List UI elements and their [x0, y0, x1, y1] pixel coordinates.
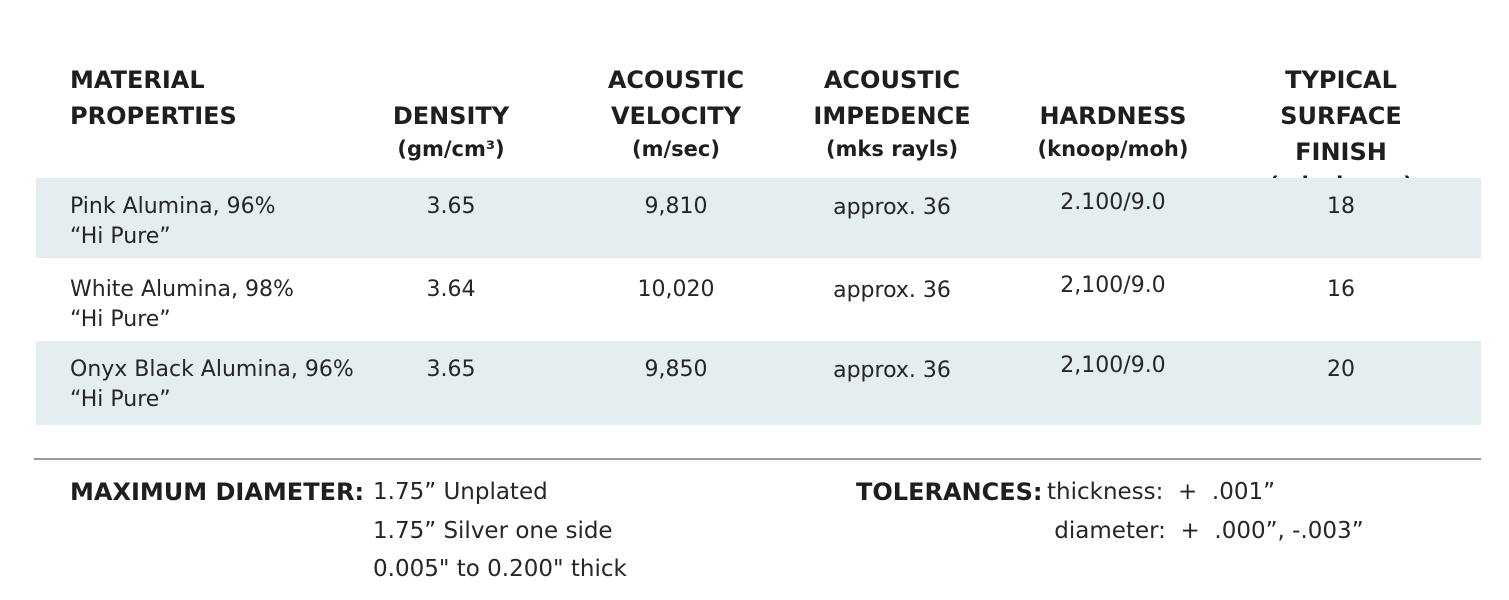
cell-impedence: approx. 36	[833, 278, 951, 303]
table-row: Onyx Black Alumina, 96% “Hi Pure” 3.65 9…	[36, 341, 1481, 425]
cell-impedence: approx. 36	[833, 358, 951, 383]
spec-line: diameter: + .000”, -.003”	[1047, 517, 1364, 544]
table-row: White Alumina, 98% “Hi Pure” 3.64 10,020…	[36, 261, 1481, 341]
header-density: DENSITY (gm/cm³)	[380, 98, 522, 164]
cell-material: Onyx Black Alumina, 96% “Hi Pure”	[70, 355, 400, 415]
header-line: PROPERTIES	[70, 102, 237, 130]
tolerances-label: TOLERANCES:	[856, 478, 1043, 506]
material-name: Onyx Black Alumina, 96%	[70, 357, 354, 382]
header-line: SURFACE FINISH	[1280, 102, 1402, 166]
maximum-diameter-values: 1.75” Unplated 1.75” Silver one side 0.0…	[373, 473, 627, 589]
material-name: White Alumina, 98%	[70, 277, 294, 302]
cell-velocity: 9,850	[644, 357, 708, 382]
maximum-diameter-label: MAXIMUM DIAMETER:	[70, 478, 365, 506]
cell-density: 3.65	[426, 357, 476, 382]
cell-density: 3.64	[426, 277, 476, 302]
header-acoustic-velocity: ACOUSTIC VELOCITY (m/sec)	[595, 62, 757, 164]
cell-material: White Alumina, 98% “Hi Pure”	[70, 275, 400, 335]
cell-velocity: 10,020	[637, 277, 715, 302]
cell-surface-finish: 20	[1327, 357, 1355, 382]
material-grade: “Hi Pure”	[70, 387, 171, 412]
cell-density: 3.65	[426, 194, 476, 219]
spec-line: 0.005" to 0.200" thick	[373, 556, 627, 582]
header-unit: (gm/cm³)	[397, 137, 505, 161]
cell-material: Pink Alumina, 96% “Hi Pure”	[70, 192, 400, 252]
material-name: Pink Alumina, 96%	[70, 194, 276, 219]
header-line: ACOUSTIC	[607, 66, 745, 94]
header-material-properties: MATERIAL PROPERTIES	[70, 62, 237, 134]
material-grade: “Hi Pure”	[70, 307, 171, 332]
cell-surface-finish: 18	[1327, 194, 1355, 219]
cell-velocity: 9,810	[644, 194, 708, 219]
cell-hardness: 2.100/9.0	[1060, 190, 1166, 215]
header-line: IMPEDENCE	[813, 102, 971, 130]
divider	[34, 458, 1481, 460]
header-line: MATERIAL	[70, 66, 205, 94]
header-line: VELOCITY	[610, 102, 742, 130]
cell-surface-finish: 16	[1327, 277, 1355, 302]
cell-hardness: 2,100/9.0	[1060, 353, 1166, 378]
header-line: TYPICAL	[1285, 66, 1397, 94]
header-acoustic-impedence: ACOUSTIC IMPEDENCE (mks rayls)	[808, 62, 976, 164]
header-unit: (m/sec)	[632, 137, 720, 161]
header-line: HARDNESS	[1039, 102, 1187, 130]
spec-line: 1.75” Unplated	[373, 479, 548, 505]
header-line: ACOUSTIC	[823, 66, 961, 94]
header-unit: (knoop/moh)	[1037, 137, 1189, 161]
spec-line: 1.75” Silver one side	[373, 517, 613, 544]
header-line: DENSITY	[392, 102, 510, 130]
header-hardness: HARDNESS (knoop/moh)	[1030, 98, 1196, 164]
table-row: Pink Alumina, 96% “Hi Pure” 3.65 9,810 a…	[36, 178, 1481, 258]
cell-impedence: approx. 36	[833, 195, 951, 220]
tolerances-values: thickness: + .001” diameter: + .000”, -.…	[1047, 473, 1364, 550]
material-grade: “Hi Pure”	[70, 224, 171, 249]
header-unit: (mks rayls)	[825, 137, 959, 161]
cell-hardness: 2,100/9.0	[1060, 273, 1166, 298]
spec-line: thickness: + .001”	[1047, 479, 1276, 505]
